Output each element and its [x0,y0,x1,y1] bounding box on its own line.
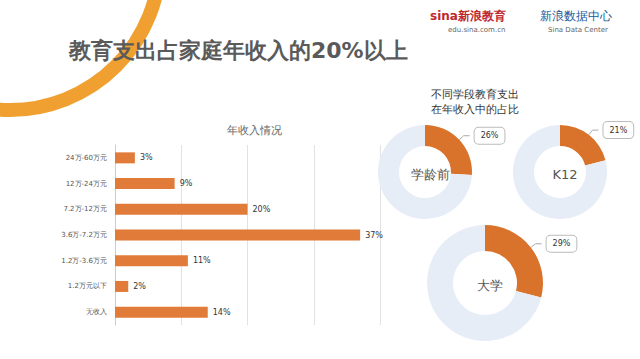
svg-text:12万-24万元: 12万-24万元 [66,180,107,188]
svg-text:Sina Data Center: Sina Data Center [548,26,608,34]
svg-text:11%: 11% [193,256,211,265]
svg-text:学龄前: 学龄前 [411,167,450,182]
svg-text:不同学段教育支出: 不同学段教育支出 [431,88,519,101]
svg-text:在年收入中的占比: 在年收入中的占比 [431,103,519,116]
svg-text:29%: 29% [553,239,571,248]
svg-text:3.6万-7.2万元: 3.6万-7.2万元 [61,231,107,239]
svg-text:新浪数据中心: 新浪数据中心 [540,9,612,23]
svg-text:教育支出占家庭年收入的20%以上: 教育支出占家庭年收入的20%以上 [68,38,408,63]
svg-text:2%: 2% [133,282,146,291]
svg-text:20%: 20% [253,205,271,214]
svg-text:26%: 26% [481,131,499,140]
svg-text:9%: 9% [180,179,193,188]
svg-text:无收入: 无收入 [86,308,107,316]
svg-text:1.2万-3.6万元: 1.2万-3.6万元 [61,257,107,265]
svg-text:24万-60万元: 24万-60万元 [66,154,107,162]
svg-text:37%: 37% [365,231,383,240]
svg-text:K12: K12 [552,167,577,182]
svg-text:14%: 14% [213,308,231,317]
svg-text:1.2万元以下: 1.2万元以下 [68,282,107,290]
svg-text:21%: 21% [609,126,627,135]
svg-text:sina新浪教育: sina新浪教育 [430,9,506,23]
svg-text:年收入情况: 年收入情况 [227,124,282,137]
svg-text:3%: 3% [140,153,153,162]
svg-text:7.2万-12万元: 7.2万-12万元 [63,205,107,213]
svg-text:edu.sina.com.cn: edu.sina.com.cn [448,26,505,34]
svg-text:大学: 大学 [477,278,503,293]
